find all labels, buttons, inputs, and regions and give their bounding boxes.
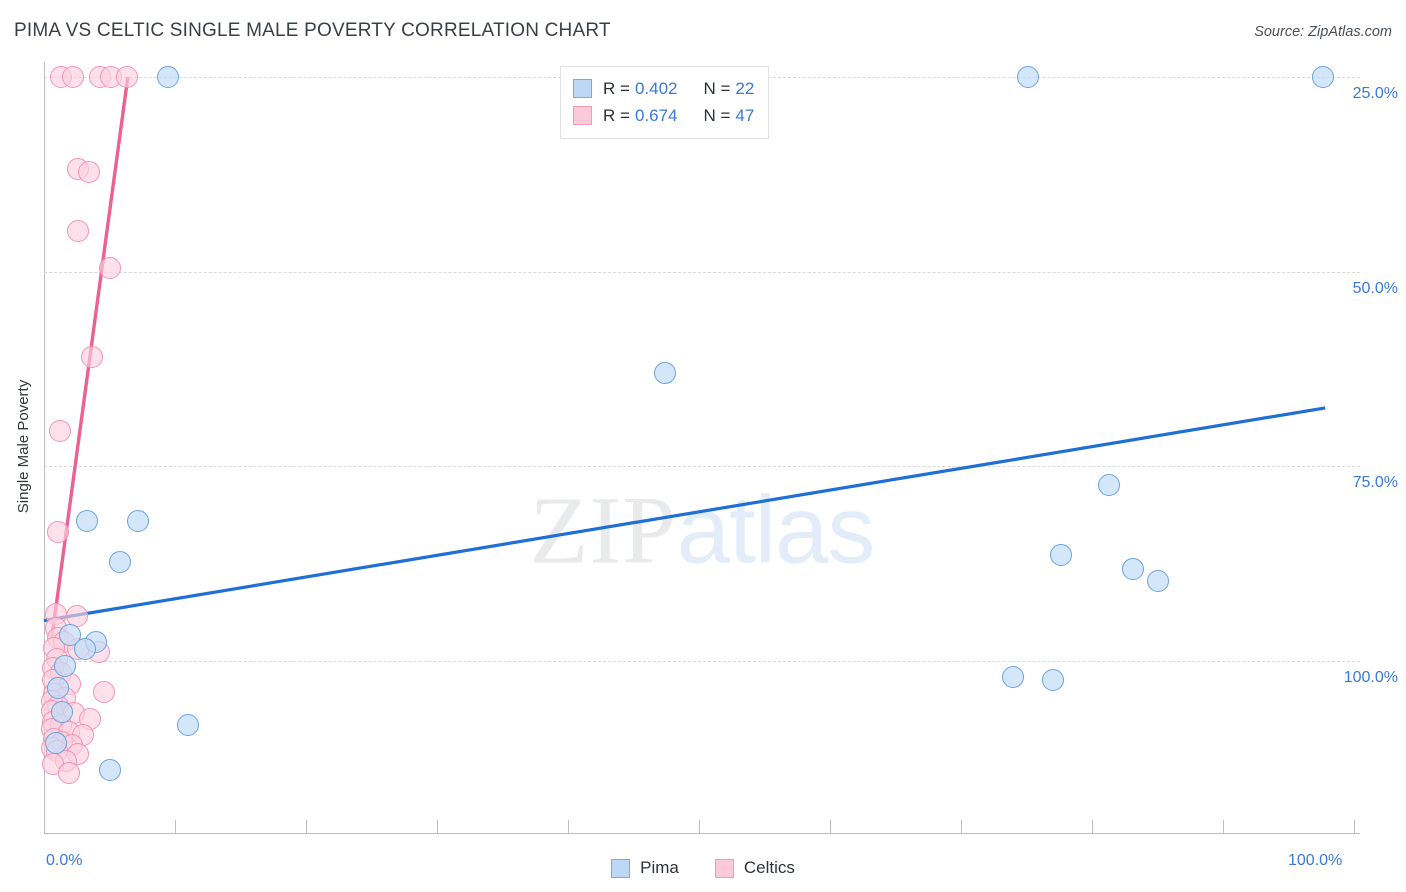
stat-row-pima: R = 0.402 N = 22 [573, 75, 754, 102]
legend-item-celtics[interactable]: Celtics [714, 858, 795, 878]
data-point-pima[interactable] [44, 731, 67, 754]
x-tick-100 [1354, 820, 1355, 834]
data-point-pima[interactable] [108, 551, 131, 574]
data-point-pima[interactable] [177, 713, 200, 736]
x-tick-60 [830, 820, 831, 834]
x-tick-90 [1223, 820, 1224, 834]
data-point-celtics[interactable] [81, 346, 104, 369]
trendline-pima [43, 406, 1326, 623]
celtics-r-label: R = [603, 105, 630, 125]
legend-item-pima[interactable]: Pima [611, 858, 679, 878]
data-point-pima[interactable] [1002, 666, 1025, 689]
celtics-swatch-icon [573, 106, 592, 125]
data-point-pima[interactable] [1146, 569, 1169, 592]
data-point-pima[interactable] [1098, 474, 1121, 497]
x-tick-label-0: 0.0% [46, 852, 83, 869]
x-tick-30 [437, 820, 438, 834]
x-tick-40 [568, 820, 569, 834]
data-point-pima[interactable] [76, 509, 99, 532]
source-attribution: Source: ZipAtlas.com [1254, 24, 1392, 40]
y-axis-title: Single Male Poverty [12, 0, 36, 892]
celtics-legend-swatch-icon [714, 858, 734, 878]
pima-swatch-icon [573, 79, 592, 98]
data-point-celtics[interactable] [93, 681, 116, 704]
page-title: PIMA VS CELTIC SINGLE MALE POVERTY CORRE… [14, 20, 611, 41]
data-point-celtics[interactable] [115, 66, 138, 88]
data-point-celtics[interactable] [47, 520, 70, 543]
x-tick-0 [44, 820, 45, 834]
pima-r-value: 0.402 [634, 78, 678, 98]
gridline-50 [44, 466, 1360, 468]
celtics-r-value: 0.674 [634, 105, 678, 125]
stat-row-celtics: R = 0.674 N = 47 [573, 102, 754, 129]
pima-n-label: N = [703, 78, 731, 98]
pima-r-label: R = [603, 78, 630, 98]
x-tick-70 [961, 820, 962, 834]
x-tick-80 [1092, 820, 1093, 834]
x-tick-20 [306, 820, 307, 834]
data-point-pima[interactable] [73, 638, 96, 661]
data-point-celtics[interactable] [57, 762, 80, 785]
pima-legend-label: Pima [640, 858, 679, 877]
x-tick-label-1: 100.0% [1288, 852, 1343, 869]
data-point-celtics[interactable] [61, 66, 84, 88]
data-point-pima[interactable] [1311, 66, 1334, 88]
y-tick-label-100: 25.0% [1352, 85, 1398, 102]
gridline-25 [44, 661, 1360, 662]
data-point-pima[interactable] [653, 361, 676, 384]
trendlines [43, 76, 1326, 638]
correlation-stats-legend: R = 0.402 N = 22 R = 0.674 N = 47 [560, 66, 770, 139]
y-axis-title-text: Single Male Poverty [15, 379, 33, 513]
y-tick-label-75: 50.0% [1352, 279, 1398, 297]
data-point-pima[interactable] [157, 66, 180, 88]
data-point-celtics[interactable] [67, 220, 90, 243]
data-point-pima[interactable] [1041, 668, 1064, 691]
data-point-pima[interactable] [1049, 544, 1072, 567]
data-point-pima[interactable] [51, 700, 74, 723]
data-point-pima[interactable] [53, 655, 76, 678]
data-point-celtics[interactable] [77, 160, 100, 183]
pima-legend-swatch-icon [611, 858, 631, 878]
data-point-pima[interactable] [47, 677, 70, 700]
x-tick-10 [175, 820, 176, 834]
y-tick-label-50: 75.0% [1352, 474, 1398, 492]
series-legend: Pima Celtics [0, 858, 1406, 878]
x-tick-50 [699, 820, 700, 834]
y-tick-label-25: 100.0% [1343, 669, 1398, 686]
data-point-pima[interactable] [98, 759, 121, 781]
data-point-celtics[interactable] [98, 256, 121, 279]
pima-n-value: 22 [735, 78, 755, 98]
plot-area: ZIPatlas [40, 62, 1360, 834]
celtics-legend-label: Celtics [743, 858, 795, 877]
celtics-n-label: N = [703, 105, 731, 125]
data-point-pima[interactable] [1016, 66, 1039, 88]
x-axis-line [44, 833, 1360, 834]
data-point-pima[interactable] [1121, 558, 1144, 581]
data-point-celtics[interactable] [48, 420, 71, 443]
y-axis-line [44, 62, 45, 834]
data-point-pima[interactable] [127, 509, 150, 532]
gridline-75 [44, 271, 1360, 273]
celtics-n-value: 47 [735, 105, 755, 125]
